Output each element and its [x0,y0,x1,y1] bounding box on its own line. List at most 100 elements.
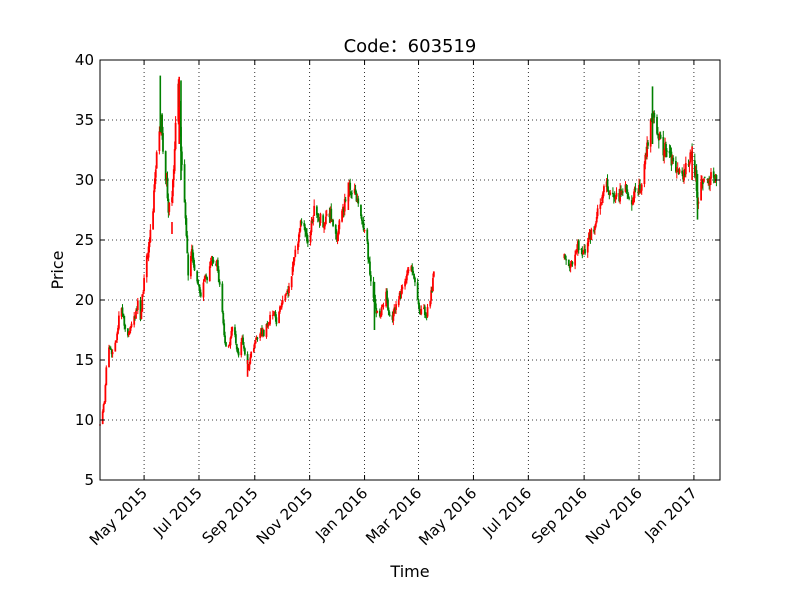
candle-body [418,305,421,312]
candle-body [366,229,369,242]
candle-body [379,314,382,317]
candle-body [621,190,623,192]
candle-body [647,142,649,146]
candle-body [646,142,649,157]
candle-body [375,307,378,314]
candle-body [222,312,225,324]
candle-body [168,202,171,212]
candle-body [197,280,199,285]
candle-body [179,107,181,129]
candle-body [198,287,201,294]
candle-body [675,171,678,173]
candle-body [571,261,574,265]
candle-body [357,198,360,204]
candle-body [143,277,145,292]
candle-body [129,326,132,331]
candle-body [212,259,215,263]
candle-body [304,226,307,232]
candle-body [341,210,343,222]
y-tick-label: 30 [75,171,94,189]
candle-body [426,307,429,317]
candle-body [417,299,420,305]
grid-layer [100,60,720,480]
candle-body [141,294,144,312]
candle-body [184,202,187,219]
candle-body [695,170,698,191]
candle-body [414,277,416,283]
candle-body [600,202,603,204]
candle-body [343,199,346,212]
candle-body [369,261,371,275]
candle-body [404,281,406,287]
candle-body [582,252,585,255]
candle-body [586,242,589,253]
candle-body [101,411,104,424]
candle-body [703,176,706,178]
candle-body [405,281,407,283]
x-tick-label: May 2015 [86,484,151,549]
candle-body [628,197,631,199]
candle-body [316,213,319,218]
candle-body [290,276,293,288]
candle-body [297,234,300,243]
candle-body [355,192,358,202]
candle-body [281,300,284,304]
candle-body [298,228,301,233]
candle-body [110,349,113,355]
candle-body [609,192,612,195]
candle-body [430,290,433,301]
candle-body [262,329,265,336]
candle-body [284,294,287,301]
candle-body [678,169,681,173]
candle-body [291,266,294,276]
candle-body [594,226,596,231]
candle-body [152,211,154,230]
candle-body [147,246,150,258]
candle-body [350,191,352,195]
candle-body [205,275,208,277]
candle-body [153,190,155,213]
candle-body [715,175,718,180]
x-tick-label: Jan 2017 [641,484,701,544]
candle-body [595,216,598,223]
candle-body [369,275,372,282]
candle-body [702,180,704,185]
candle-body [249,357,252,364]
candle-body [310,220,313,233]
candle-body [653,112,656,118]
candle-body [122,313,125,317]
candle-body [593,229,595,232]
candle-body [614,196,617,200]
candle-body [407,269,410,271]
candle-body [210,260,213,262]
candle-body [208,266,211,282]
candle-body [240,341,243,356]
x-axis-label: Time [389,562,429,581]
candle-body [576,249,578,253]
candle-body [351,193,353,195]
candle-body [164,151,167,180]
candle-body [634,187,637,191]
candle-body [666,150,668,152]
candle-body [639,183,641,190]
x-tick-label: Jul 2016 [479,484,536,541]
candle-body [643,164,646,184]
candle-body [393,307,396,314]
candle-body [294,249,297,257]
candle-body [413,273,415,279]
candle-body [606,180,609,190]
candle-body [187,254,190,276]
candle-body [227,345,230,347]
candle-body [229,337,232,346]
candle-body [121,307,124,314]
candle-body [166,177,169,199]
candle-body [378,310,381,317]
candle-body [189,255,192,277]
candle-body [325,214,328,216]
candle-body [139,300,142,320]
candle-body [681,170,684,174]
candle-body [368,258,370,263]
candle-body [135,309,138,311]
candle-body [158,131,161,151]
candle-body [172,169,175,181]
